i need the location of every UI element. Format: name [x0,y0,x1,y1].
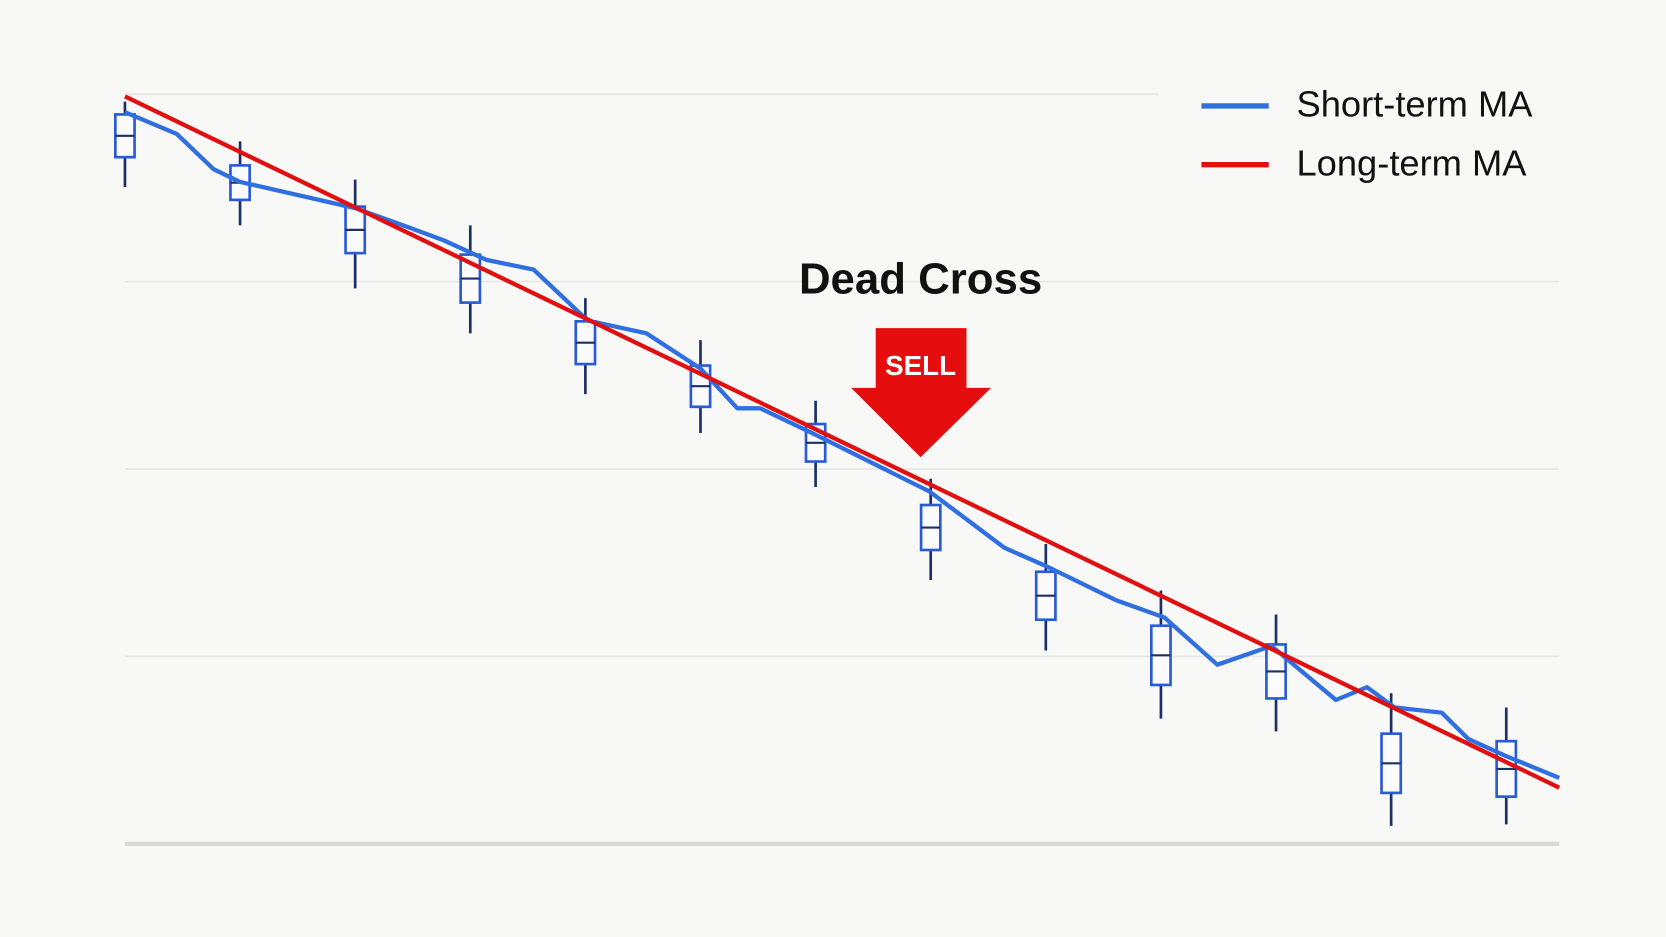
legend-label: Short-term MA [1296,84,1533,125]
annotation: Dead Cross [799,255,1042,304]
sell-arrow: SELL [851,328,992,458]
arrow-shape [851,328,992,458]
ma-line [124,94,1561,790]
legend-label: Long-term MA [1296,142,1527,183]
arrow-label: SELL [885,350,956,381]
ma-line [124,110,1561,780]
plot [114,93,1561,847]
legend: Short-term MA Long-term MA [1201,84,1533,183]
